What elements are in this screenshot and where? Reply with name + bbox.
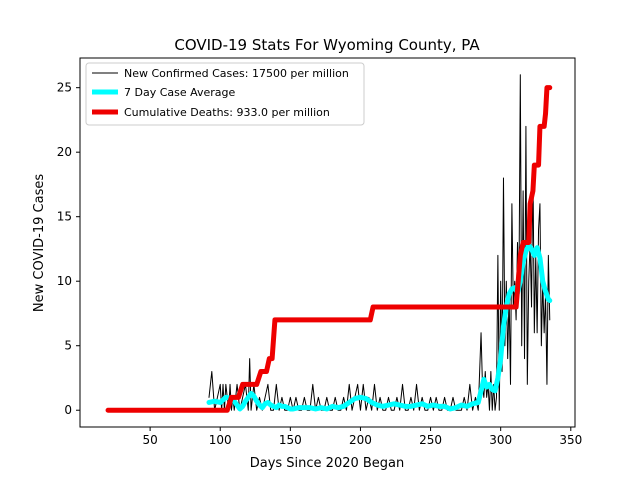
series-line-cumulative-deaths bbox=[105, 85, 553, 413]
legend-label-new-cases: New Confirmed Cases: 17500 per million bbox=[124, 67, 349, 80]
y-tick-label: 5 bbox=[64, 339, 72, 353]
axes-frame bbox=[79, 57, 576, 428]
x-axis-label: Days Since 2020 Began bbox=[250, 456, 405, 471]
x-tick-label: 300 bbox=[489, 433, 512, 447]
y-tick-label: 20 bbox=[57, 145, 72, 159]
y-axis-label: New COVID-19 Cases bbox=[32, 174, 47, 312]
chart-title: COVID-19 Stats For Wyoming County, PA bbox=[174, 36, 480, 54]
legend: New Confirmed Cases: 17500 per million 7… bbox=[85, 62, 365, 126]
y-tick-label: 15 bbox=[57, 210, 72, 224]
y-tick-label: 10 bbox=[57, 274, 72, 288]
legend-label-cumulative-deaths: Cumulative Deaths: 933.0 per million bbox=[124, 106, 330, 119]
y-tick-label: 25 bbox=[57, 81, 72, 95]
y-tick-label: 0 bbox=[64, 403, 72, 417]
legend-label-7-day-average: 7 Day Case Average bbox=[124, 86, 236, 99]
x-tick-label: 100 bbox=[209, 433, 232, 447]
legend-box bbox=[85, 62, 365, 126]
ticks-layer: 50 100 150 200 250 300 350 0 5 10 15 20 25 bbox=[57, 81, 583, 447]
x-tick-label: 150 bbox=[279, 433, 302, 447]
x-tick-label: 250 bbox=[419, 433, 442, 447]
x-tick-label: 50 bbox=[142, 433, 157, 447]
x-tick-label: 200 bbox=[349, 433, 372, 447]
x-tick-label: 350 bbox=[559, 433, 582, 447]
series-layer bbox=[105, 74, 553, 413]
series-line-7-day-average bbox=[206, 242, 553, 412]
